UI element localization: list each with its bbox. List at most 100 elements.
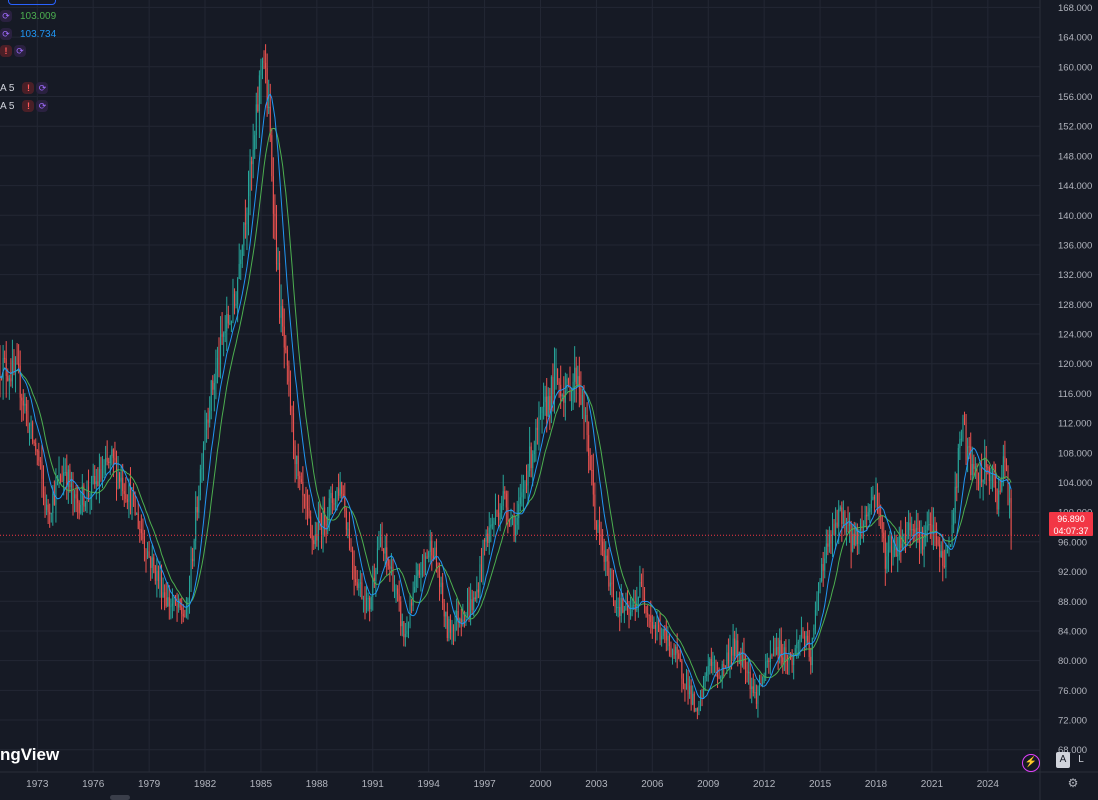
candle-body [932, 524, 934, 533]
candle-body [662, 629, 664, 636]
candle-body [858, 530, 860, 545]
candle-body [147, 551, 149, 558]
candle-body [282, 306, 284, 327]
legend-row-5[interactable]: A 5 ! ⟳ [0, 99, 52, 113]
candle-body [310, 516, 312, 527]
x-tick-label: 2012 [753, 779, 776, 790]
auto-scale-button[interactable]: A [1056, 752, 1070, 768]
candle-body [696, 708, 698, 711]
candle-body [847, 523, 849, 527]
lightning-icon[interactable]: ⚡ [1022, 754, 1040, 772]
candle-body [175, 597, 177, 604]
candle-body [715, 661, 717, 675]
x-tick-label: 2015 [809, 779, 832, 790]
candle-body [922, 530, 924, 550]
candle-body [286, 349, 288, 366]
candle-body [44, 492, 46, 510]
candle-body [942, 551, 944, 566]
candle-body [877, 488, 879, 505]
candle-body [164, 592, 166, 598]
candle-body [21, 397, 23, 401]
candle-body [70, 483, 72, 488]
candle-body [204, 430, 206, 446]
candle-body [263, 60, 265, 63]
candle-body [605, 555, 607, 562]
candle-body [162, 592, 164, 598]
loading-icon[interactable]: ⟳ [14, 45, 26, 57]
candle-body [895, 546, 897, 557]
candle-body [347, 528, 349, 530]
candle-body [232, 293, 234, 322]
candle-body [606, 555, 608, 562]
candle-body [828, 534, 830, 547]
candle-body [383, 548, 385, 554]
candle-body [555, 368, 557, 370]
candle-body [92, 476, 94, 478]
candle-body [143, 539, 145, 550]
loading-icon[interactable]: ⟳ [36, 100, 49, 112]
candle-body [15, 363, 17, 371]
time-axis[interactable]: 1973 1976 1979 1982 1985 1988 1991 1994 1997 2000… [26, 779, 999, 790]
candle-body [210, 380, 212, 411]
candle-body [589, 455, 591, 470]
candle-body [317, 518, 319, 541]
legend-ma2[interactable]: ⟳ 103.734 [0, 27, 56, 41]
legend-ma1[interactable]: ⟳ 103.009 [0, 9, 56, 23]
candle-body [8, 378, 10, 381]
loading-icon[interactable]: ⟳ [0, 28, 12, 40]
candle-body [538, 415, 540, 430]
candle-body [392, 566, 394, 592]
candle-body [291, 411, 293, 414]
legend-top-button[interactable] [8, 0, 56, 5]
candle-body [345, 510, 347, 530]
candle-body [580, 388, 582, 405]
candle-body [485, 533, 487, 542]
y-tick-label: 144.000 [1058, 181, 1092, 192]
candle-body [727, 652, 729, 664]
candle-body [507, 507, 509, 520]
candle-body [939, 544, 941, 557]
candle-body [459, 618, 461, 623]
settings-icon[interactable]: ⚙ [1067, 776, 1079, 790]
bar-countdown: 04:07:37 [1053, 526, 1089, 536]
candle-body [109, 456, 111, 464]
warning-icon[interactable]: ! [22, 100, 35, 112]
candle-body [353, 564, 355, 579]
candle-body [338, 488, 340, 496]
loading-icon[interactable]: ⟳ [36, 82, 49, 94]
candle-body [367, 597, 369, 599]
price-axis[interactable]: 68.000 72.000 76.000 80.000 84.000 88.000 92.0… [1058, 3, 1092, 756]
candle-body [645, 606, 647, 614]
candle-body [630, 612, 632, 616]
candle-body [891, 546, 893, 558]
warning-icon[interactable]: ! [22, 82, 35, 94]
candle-body [656, 624, 658, 630]
y-tick-label: 112.000 [1058, 419, 1092, 430]
x-tick-label: 1979 [138, 779, 161, 790]
legend-row-3[interactable]: ! ⟳ [0, 44, 30, 58]
warning-icon[interactable]: ! [0, 45, 12, 57]
candle-body [805, 635, 807, 648]
y-tick-label: 88.000 [1058, 597, 1087, 608]
candle-body [5, 358, 7, 376]
candle-body [574, 367, 576, 382]
candle-body [49, 512, 51, 515]
loading-icon[interactable]: ⟳ [0, 10, 12, 22]
legend-row-4[interactable]: A 5 ! ⟳ [0, 81, 52, 95]
candle-body [25, 403, 27, 412]
candle-body [474, 597, 476, 599]
candle-body [586, 414, 588, 436]
candle-body [602, 541, 604, 551]
scrollbar-thumb[interactable] [110, 795, 130, 800]
candle-body [134, 495, 136, 515]
log-scale-button[interactable]: L [1078, 754, 1084, 765]
candle-body [78, 502, 80, 514]
candle-body [867, 512, 869, 517]
candle-body [372, 577, 374, 597]
x-tick-label: 1973 [26, 779, 49, 790]
candle-body [411, 602, 413, 606]
candle-body [33, 441, 35, 444]
candle-body [613, 584, 615, 602]
candle-body [251, 161, 253, 165]
